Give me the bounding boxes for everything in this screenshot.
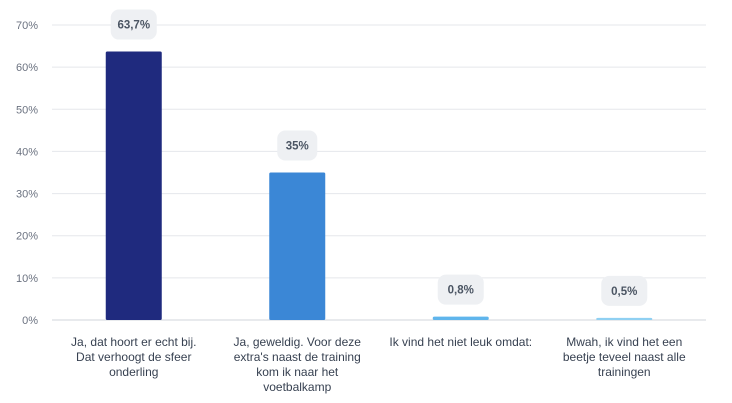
- category-label: Ja, dat hoort er echt bij.Dat verhoogt d…: [71, 335, 196, 379]
- y-tick-label: 50%: [16, 104, 38, 116]
- category-label-line: trainingen: [598, 365, 651, 379]
- category-label-line: extra's naast de training: [234, 350, 361, 364]
- y-tick-label: 40%: [16, 146, 38, 158]
- data-label: 35%: [277, 130, 318, 161]
- category-label: Ik vind het niet leuk omdat:: [389, 335, 532, 349]
- y-tick-label: 10%: [16, 273, 38, 285]
- data-label: 0,8%: [437, 274, 484, 305]
- y-tick-label: 20%: [16, 231, 38, 243]
- category-label-line: Mwah, ik vind het een: [566, 335, 682, 349]
- data-labels: 63,7% 35% 0,8% 0,5%: [110, 9, 648, 306]
- category-label-line: Dat verhoogt de sfeer: [76, 350, 191, 364]
- category-label-line: Ik vind het niet leuk omdat:: [389, 335, 532, 349]
- category-label-line: beetje teveel naast alle: [563, 350, 686, 364]
- bar[interactable]: [596, 317, 653, 320]
- data-label-text: 35%: [286, 141, 309, 153]
- data-label-bubble: [277, 130, 318, 161]
- bar[interactable]: [269, 172, 326, 321]
- data-label-text: 0,5%: [611, 286, 637, 298]
- category-label-line: Ja, dat hoort er echt bij.: [71, 335, 196, 349]
- y-tick-label: 60%: [16, 62, 38, 74]
- y-tick-label: 30%: [16, 189, 38, 201]
- data-label-bubble: [601, 275, 648, 306]
- bars: [105, 51, 653, 321]
- data-label-text: 0,8%: [448, 285, 474, 297]
- y-tick-label: 0%: [22, 315, 38, 327]
- bar[interactable]: [105, 51, 162, 321]
- category-label-line: Ja, geweldig. Voor deze: [234, 335, 362, 349]
- bar[interactable]: [432, 316, 489, 320]
- x-axis-category-labels: Ja, dat hoort er echt bij.Dat verhoogt d…: [71, 335, 686, 394]
- data-label-bubble: [110, 9, 157, 40]
- category-label-line: voetbalkamp: [263, 380, 331, 394]
- data-label: 0,5%: [601, 275, 648, 306]
- category-label-line: onderling: [109, 365, 158, 379]
- data-label-text: 63,7%: [117, 20, 150, 32]
- y-axis-tick-labels: 0% 10% 20% 30% 40% 50% 60% 70%: [16, 20, 38, 327]
- category-label-line: kom ik naar het: [256, 365, 339, 379]
- data-label: 63,7%: [110, 9, 157, 40]
- y-tick-label: 70%: [16, 20, 38, 32]
- data-label-bubble: [437, 274, 484, 305]
